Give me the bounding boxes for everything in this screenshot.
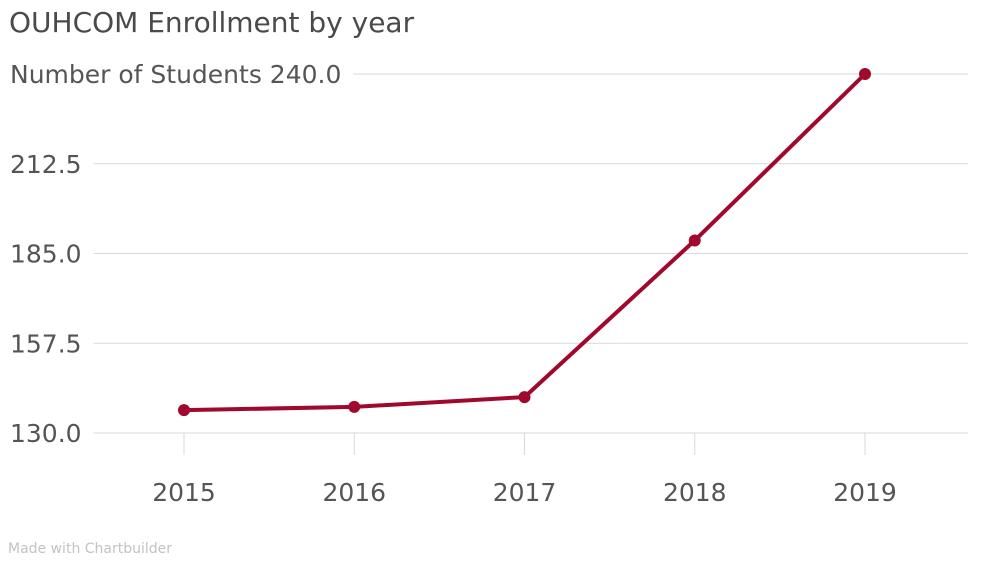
credit-text: Made with Chartbuilder — [8, 541, 173, 557]
data-point — [518, 391, 531, 404]
series-line — [182, 72, 867, 413]
gridlines — [93, 73, 968, 434]
x-tick-label: 2018 — [663, 478, 727, 507]
x-tick-label: 2019 — [833, 478, 897, 507]
y-tick-label: 212.5 — [10, 150, 82, 179]
y-axis: 130.0 157.5 185.0 212.5 Number of Students 2… — [10, 60, 341, 448]
data-point — [859, 68, 871, 80]
data-point — [348, 400, 361, 413]
x-tick-label: 2016 — [322, 478, 386, 507]
series — [178, 68, 871, 417]
data-point — [688, 234, 701, 247]
y-tick-label: 185.0 — [10, 240, 82, 269]
x-tick-label: 2017 — [493, 478, 557, 507]
y-tick-label: Number of Students 240.0 — [10, 60, 341, 89]
x-tick-label: 2015 — [152, 478, 216, 507]
y-tick-label: 130.0 — [10, 419, 82, 448]
y-tick-label: 157.5 — [10, 329, 82, 358]
x-axis: 2015 2016 2017 2018 2019 — [152, 433, 897, 507]
chart-title: OUHCOM Enrollment by year — [9, 6, 415, 39]
data-point — [178, 404, 190, 417]
